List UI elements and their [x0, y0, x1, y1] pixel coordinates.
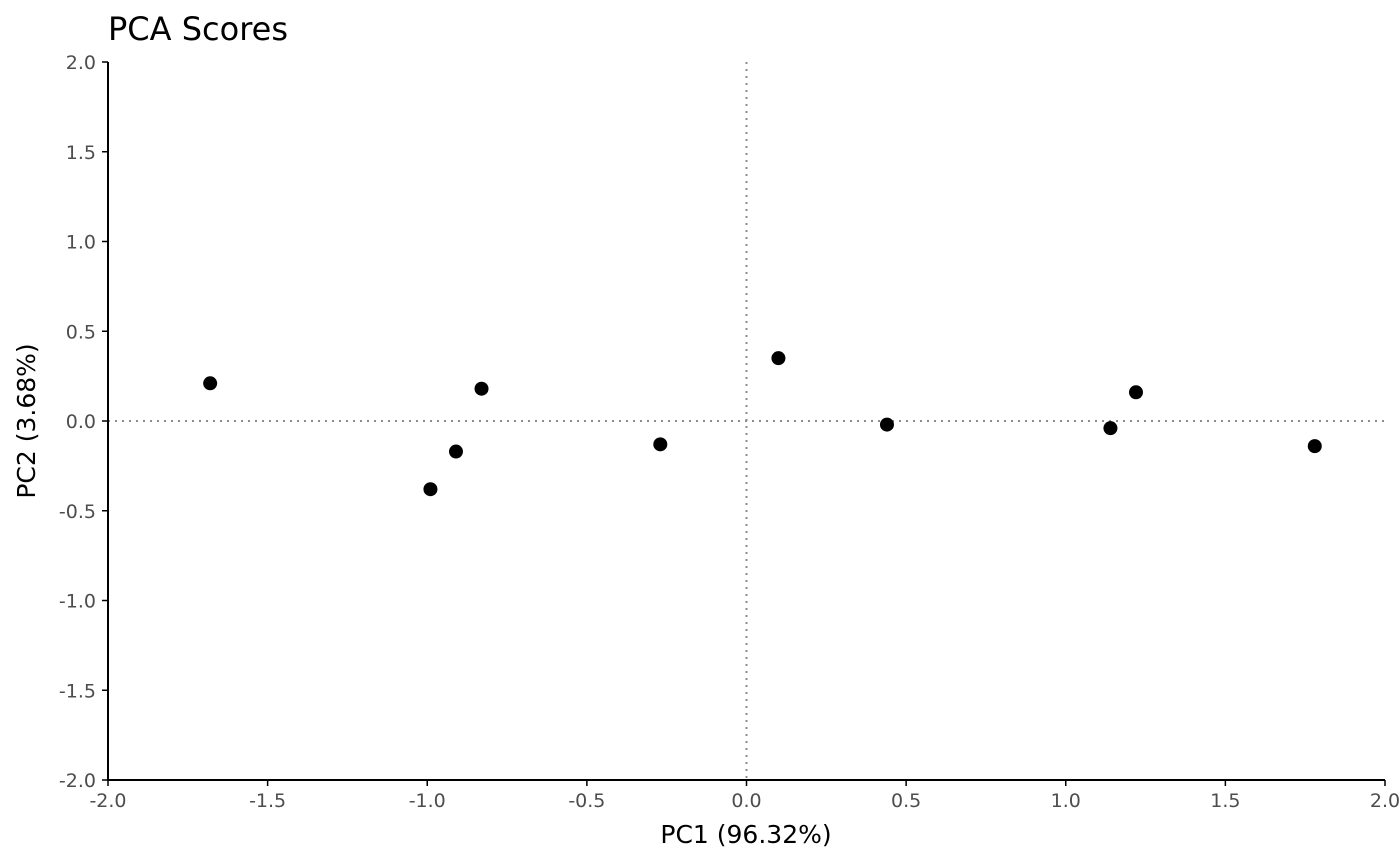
x-axis-ticks: -2.0 -1.5 -1.0 -0.5 0.0 0.5 1.0 1.5 2.0	[89, 780, 1400, 812]
data-point	[653, 437, 668, 452]
data-point	[474, 381, 489, 396]
x-tick-label: 0.5	[891, 790, 921, 812]
y-tick-label: 1.5	[66, 142, 96, 164]
y-tick-label: -0.5	[59, 501, 96, 523]
reference-lines	[108, 62, 1385, 780]
x-tick-label: -1.5	[249, 790, 286, 812]
x-tick-label: -0.5	[568, 790, 605, 812]
y-tick-label: 0.5	[66, 321, 96, 343]
data-point	[203, 376, 218, 391]
data-point	[771, 351, 786, 366]
y-tick-label: -1.5	[59, 680, 96, 702]
data-point	[448, 444, 463, 459]
y-axis-title: PC2 (3.68%)	[12, 343, 41, 498]
x-tick-label: -2.0	[89, 790, 126, 812]
x-tick-label: 2.0	[1370, 790, 1400, 812]
x-axis-title: PC1 (96.32%)	[660, 820, 831, 849]
x-tick-label: -1.0	[409, 790, 446, 812]
y-tick-label: -2.0	[59, 770, 96, 792]
x-tick-label: 0.0	[731, 790, 761, 812]
y-axis-ticks: -2.0 -1.5 -1.0 -0.5 0.0 0.5 1.0 1.5 2.0	[59, 52, 108, 792]
y-tick-label: 0.0	[66, 411, 96, 433]
x-tick-label: 1.5	[1210, 790, 1240, 812]
y-tick-label: 1.0	[66, 232, 96, 254]
data-point	[1128, 385, 1143, 400]
data-points	[203, 351, 1322, 497]
data-point	[879, 417, 894, 432]
data-point	[1103, 421, 1118, 436]
data-point	[1307, 439, 1322, 454]
data-point	[423, 482, 438, 497]
y-tick-label: -1.0	[59, 591, 96, 613]
y-tick-label: 2.0	[66, 52, 96, 74]
chart-title: PCA Scores	[108, 10, 288, 48]
x-tick-label: 1.0	[1051, 790, 1081, 812]
